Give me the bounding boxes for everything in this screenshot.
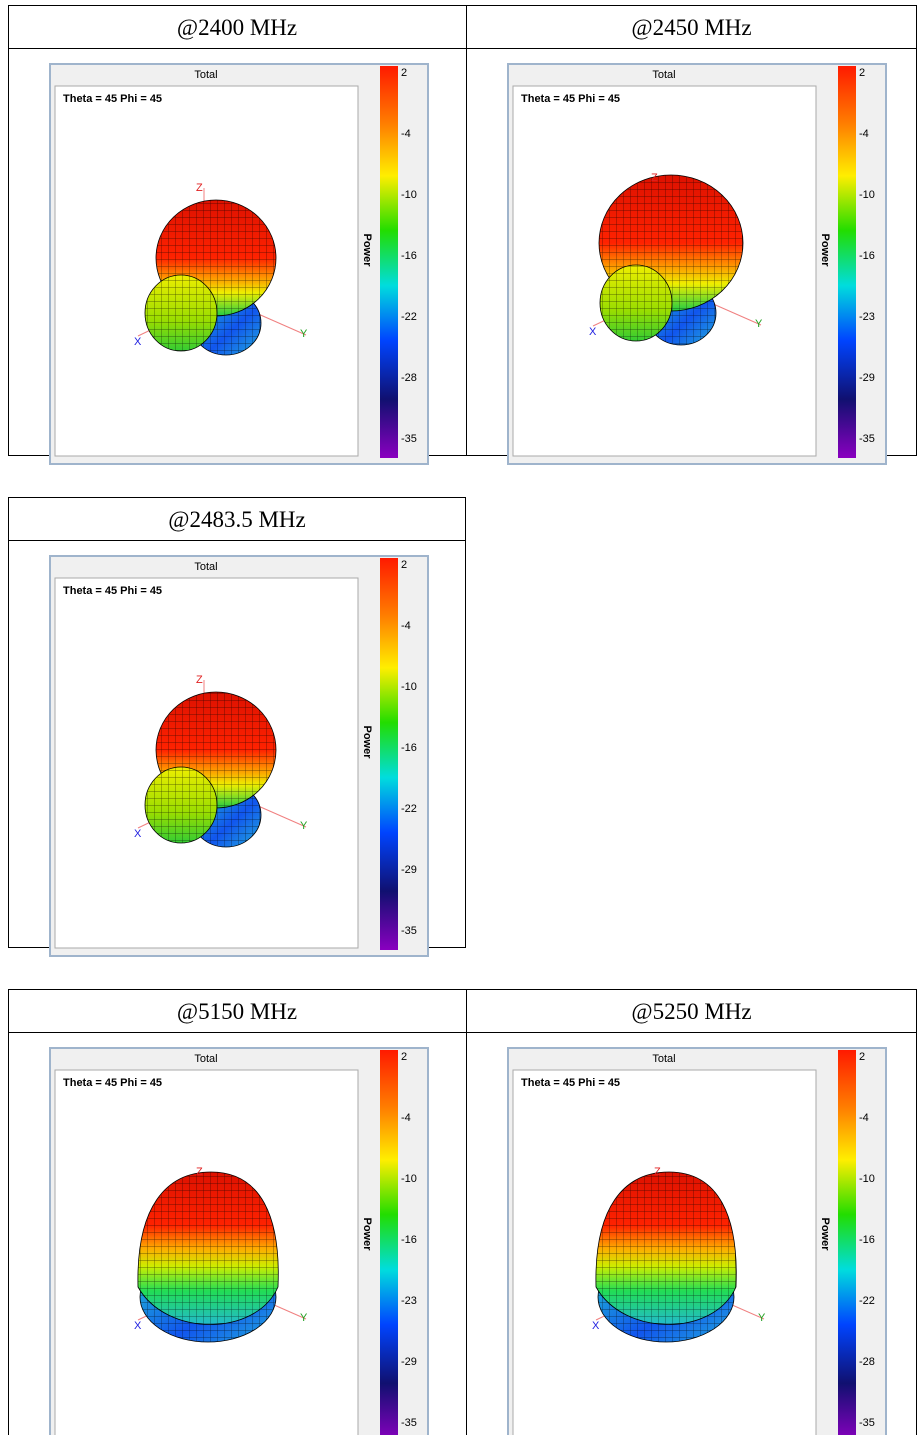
pattern-mesh: [145, 767, 217, 843]
colorbar-tick-label: -35: [401, 1417, 417, 1429]
axis-label-z: Z: [196, 674, 203, 686]
pattern-panel: @2483.5 MHz Total Theta = 45 Phi = 45 Z X Y 2 -…: [49, 507, 429, 957]
colorbar-tick-label: -10: [401, 1173, 417, 1185]
colorbar-tick-label: 2: [401, 559, 407, 571]
pattern-mesh: [137, 1172, 279, 1325]
axis-y: [710, 302, 762, 326]
colorbar-tick-label: -28: [859, 1356, 875, 1368]
axis-label-x: X: [134, 1320, 142, 1332]
axis-y: [255, 804, 307, 828]
pattern-mesh: [600, 265, 672, 341]
axis-label-y: Y: [300, 1312, 308, 1324]
colorbar-tick-label: -22: [859, 1295, 875, 1307]
colorbar: [380, 558, 398, 950]
colorbar-tick-label: -35: [401, 433, 417, 445]
cell-header: @5250 MHz: [631, 999, 751, 1024]
colorbar: [838, 1050, 856, 1435]
axis-label-y: Y: [300, 328, 308, 340]
axis-label-x: X: [134, 828, 142, 840]
colorbar: [380, 1050, 398, 1435]
axis-label-y: Y: [755, 318, 763, 330]
view-angle: Theta = 45 Phi = 45: [63, 1077, 162, 1089]
colorbar-tick-label: 2: [859, 1051, 865, 1063]
plot-title: Total: [194, 561, 217, 573]
axis-label-z: Z: [196, 1166, 203, 1178]
cell-header: @2400 MHz: [177, 15, 297, 40]
axis-label-x: X: [592, 1320, 600, 1332]
colorbar-tick-label: -29: [859, 372, 875, 384]
colorbar-tick-label: -16: [859, 1234, 875, 1246]
colorbar-label: Power: [819, 1217, 831, 1251]
cell-header: @2483.5 MHz: [168, 507, 305, 532]
colorbar-tick-label: -23: [401, 1295, 417, 1307]
view-angle: Theta = 45 Phi = 45: [521, 93, 620, 105]
plot-title: Total: [652, 69, 675, 81]
colorbar-tick-label: -22: [401, 311, 417, 323]
pattern-mesh: [145, 275, 217, 351]
colorbar-tick-label: -16: [859, 250, 875, 262]
colorbar: [380, 66, 398, 458]
view-angle: Theta = 45 Phi = 45: [63, 93, 162, 105]
colorbar-tick-label: -10: [859, 1173, 875, 1185]
colorbar-label: Power: [361, 725, 373, 759]
colorbar-tick-label: -22: [401, 803, 417, 815]
colorbar-tick-label: -35: [859, 433, 875, 445]
colorbar-tick-label: -10: [401, 681, 417, 693]
axis-label-z: Z: [654, 1166, 661, 1178]
axis-y: [255, 312, 307, 336]
colorbar-tick-label: 2: [401, 67, 407, 79]
colorbar-label: Power: [361, 1217, 373, 1251]
colorbar-label: Power: [361, 233, 373, 267]
plot-title: Total: [194, 69, 217, 81]
pattern-mesh: [595, 1172, 737, 1325]
plot-title: Total: [194, 1053, 217, 1065]
colorbar-tick-label: -4: [859, 1112, 869, 1124]
colorbar-tick-label: -4: [401, 620, 411, 632]
pattern-panel: @2400 MHz Total Theta = 45 Phi = 45 Z X Y 2 -4 -…: [49, 15, 429, 465]
colorbar-tick-label: -23: [859, 311, 875, 323]
colorbar-label: Power: [819, 233, 831, 267]
pattern-panel: @2450 MHz Total Theta = 45 Phi = 45 Z X Y 2 -4 -…: [507, 15, 887, 465]
colorbar-tick-label: -29: [401, 1356, 417, 1368]
pattern-panel: @5250 MHz Total Theta = 45 Phi = 45 Z X Y 2 -4 -…: [507, 999, 887, 1435]
colorbar-tick-label: -10: [859, 189, 875, 201]
colorbar-tick-label: 2: [401, 1051, 407, 1063]
view-angle: Theta = 45 Phi = 45: [521, 1077, 620, 1089]
colorbar-tick-label: -4: [401, 128, 411, 140]
axis-label-y: Y: [300, 820, 308, 832]
colorbar-tick-label: -35: [859, 1417, 875, 1429]
cell-header: @5150 MHz: [177, 999, 297, 1024]
colorbar-tick-label: 2: [859, 67, 865, 79]
plot-title: Total: [652, 1053, 675, 1065]
axis-label-y: Y: [758, 1312, 766, 1324]
axis-label-x: X: [589, 326, 597, 338]
colorbar-tick-label: -16: [401, 250, 417, 262]
view-angle: Theta = 45 Phi = 45: [63, 585, 162, 597]
axis-label-x: X: [134, 336, 142, 348]
colorbar-tick-label: -4: [401, 1112, 411, 1124]
colorbar-tick-label: -10: [401, 189, 417, 201]
cell-header: @2450 MHz: [631, 15, 751, 40]
axis-label-z: Z: [651, 172, 658, 184]
pattern-panel: @5150 MHz Total Theta = 45 Phi = 45 Z X Y 2 -4 -…: [49, 999, 429, 1435]
colorbar-tick-label: -4: [859, 128, 869, 140]
colorbar-tick-label: -28: [401, 372, 417, 384]
colorbar-tick-label: -35: [401, 925, 417, 937]
colorbar-tick-label: -16: [401, 1234, 417, 1246]
colorbar: [838, 66, 856, 458]
colorbar-tick-label: -29: [401, 864, 417, 876]
colorbar-tick-label: -16: [401, 742, 417, 754]
axis-label-z: Z: [196, 182, 203, 194]
